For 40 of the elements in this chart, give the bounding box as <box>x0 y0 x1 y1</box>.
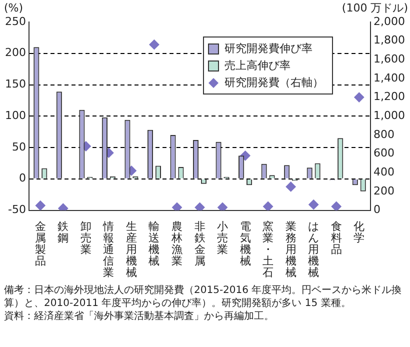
y-axis-title: (%) <box>4 1 24 14</box>
text: 備考：日本の海外現地法人の研究開発費（2015-2016 年度平均。円ベースから米ドル換算）と、2010-2011 年度平均からの伸び率）。研究開発額が多い 15 業種。 <box>4 284 403 310</box>
y2-axis-title: (100 万ドル) <box>342 1 408 14</box>
legend-label: 売上高伸び率 <box>224 58 291 72</box>
y2-tick-label: 1,600 <box>374 52 406 66</box>
y-tick-label: 50 <box>12 140 26 154</box>
y2-tick-label: 1,000 <box>374 108 406 122</box>
x-tick-label: 卸売業 <box>80 220 92 256</box>
y-tick-label: 200 <box>4 46 26 60</box>
y-tick-label: -50 <box>8 203 26 216</box>
y-tick-label: 250 <box>4 14 26 28</box>
x-tick-label: 農林漁業 <box>170 220 182 268</box>
x-tick-label: 情報通信業 <box>102 220 114 280</box>
x-tick-label: 輸送機械 <box>148 220 160 268</box>
text: 資料：経済産業省「海外事業活動基本調査」から再編加工。 <box>4 310 275 323</box>
x-tick-label: 生産用機械 <box>126 220 137 280</box>
x-tick-label: 金属製品 <box>34 220 46 268</box>
x-tick-label: 化学 <box>354 220 365 244</box>
x-tick-label: 非鉄金属 <box>194 220 206 268</box>
x-tick-label: 電気機械 <box>240 220 251 268</box>
y2-tick-label: 200 <box>374 184 395 198</box>
legend-label: 研究開発費伸び率 <box>224 42 313 55</box>
x-tick-label: 小売業 <box>217 220 228 256</box>
y-tick-label: 100 <box>4 108 26 122</box>
y2-tick-label: 600 <box>374 146 395 160</box>
y2-tick-label: 400 <box>374 165 395 178</box>
y-tick-label: 150 <box>4 78 26 91</box>
y-tick-label: 0 <box>18 172 26 185</box>
y2-tick-label: 1,400 <box>374 71 406 84</box>
y2-tick-label: 2,000 <box>374 14 406 28</box>
y2-tick-label: 1,800 <box>374 34 406 47</box>
x-tick-label: 鉄鋼 <box>58 220 69 244</box>
y2-tick-label: 0 <box>374 203 381 216</box>
x-tick-label: 業務用機械 <box>285 220 296 280</box>
x-tick-label: 食料品 <box>330 220 342 256</box>
x-tick-label: はん用機械 <box>308 220 320 280</box>
y2-tick-label: 800 <box>374 128 395 141</box>
x-tick-label: 窯業・土石 <box>262 220 274 280</box>
y2-tick-label: 1,200 <box>374 90 406 104</box>
legend-label: 研究開発費（右軸） <box>224 76 324 89</box>
